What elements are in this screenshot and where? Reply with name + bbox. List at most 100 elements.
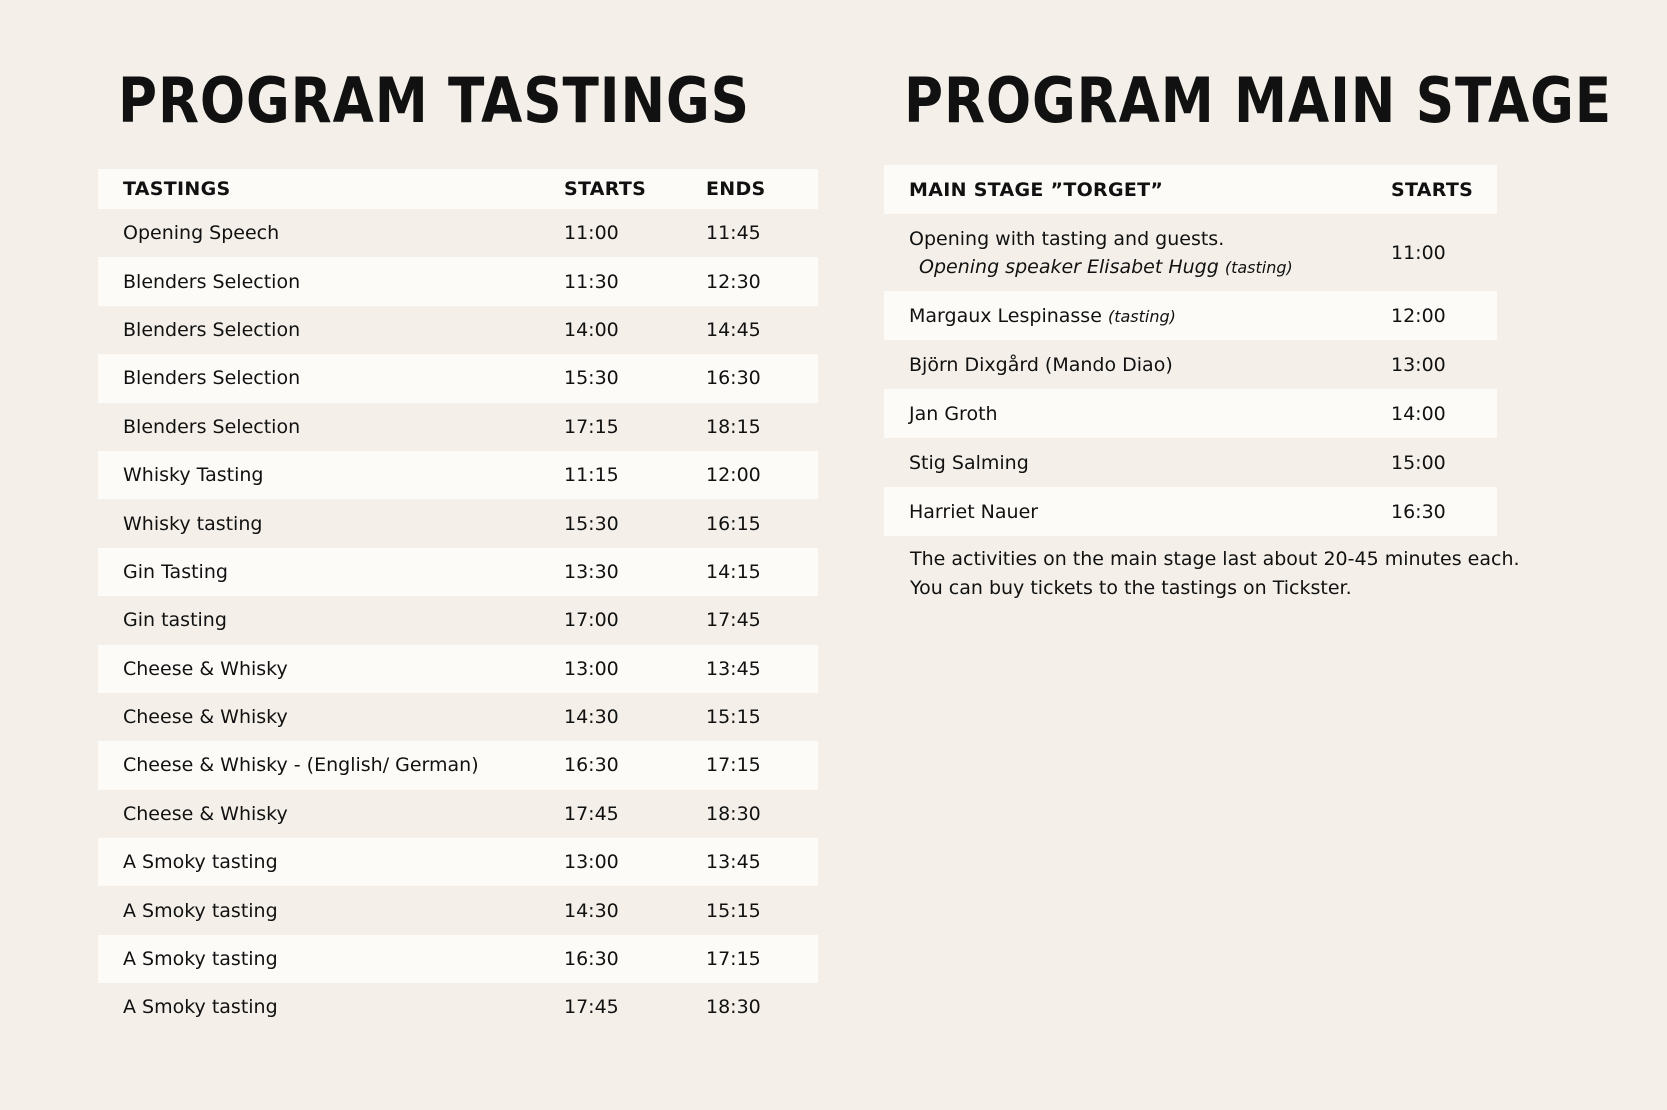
tasting-name: Whisky tasting: [98, 499, 539, 548]
tasting-end: 18:30: [681, 983, 818, 1032]
main-stage-act-name: Harriet Nauer: [884, 487, 1366, 536]
tasting-name: Whisky Tasting: [98, 450, 539, 500]
tasting-end: 15:15: [681, 886, 818, 935]
table-row: Whisky tasting 15:30 16:15: [98, 499, 818, 548]
main-stage-start: 11:00: [1366, 214, 1497, 291]
tasting-start: 17:45: [539, 983, 681, 1032]
tasting-start: 17:15: [539, 402, 681, 451]
main-stage-note-line: You can buy tickets to the tastings on T…: [910, 577, 1352, 599]
table-row: Gin Tasting 13:30 14:15: [98, 547, 818, 597]
main-stage-header-row: MAIN STAGE ”TORGET” STARTS: [884, 165, 1497, 214]
tasting-name: Gin tasting: [98, 596, 539, 645]
table-row: A Smoky tasting 16:30 17:15: [98, 934, 818, 984]
main-stage-act-sub: Opening speaker Elisabet Hugg: [919, 255, 1219, 278]
tasting-name: Cheese & Whisky: [98, 692, 539, 742]
tasting-start: 15:30: [539, 499, 681, 548]
tasting-start: 15:30: [539, 354, 681, 403]
main-stage-act-subline: Opening speaker Elisabet Hugg (tasting): [909, 256, 1366, 278]
tasting-start: 16:30: [539, 934, 681, 984]
main-stage-act: Margaux Lespinasse (tasting): [884, 291, 1366, 340]
tasting-end: 12:30: [681, 257, 818, 306]
tasting-end: 12:00: [681, 450, 818, 500]
table-row: Cheese & Whisky 13:00 13:45: [98, 644, 818, 693]
tastings-header-ends: ENDS: [681, 169, 818, 209]
table-row: A Smoky tasting 14:30 15:15: [98, 886, 818, 935]
tastings-table: TASTINGS STARTS ENDS Opening Speech 11:00…: [98, 169, 818, 1032]
table-row: Blenders Selection 15:30 16:30: [98, 354, 818, 403]
tastings-title: PROGRAM TASTINGS: [118, 64, 750, 137]
table-row: Gin tasting 17:00 17:45: [98, 596, 818, 645]
tasting-name: Blenders Selection: [98, 354, 539, 403]
main-stage-act-name: Jan Groth: [884, 389, 1366, 438]
table-row: Harriet Nauer 16:30: [884, 487, 1497, 536]
main-stage-header-name: MAIN STAGE ”TORGET”: [884, 165, 1366, 214]
tasting-name: Blenders Selection: [98, 305, 539, 355]
tasting-end: 14:15: [681, 547, 818, 597]
tasting-name: A Smoky tasting: [98, 934, 539, 984]
table-row: Blenders Selection 17:15 18:15: [98, 402, 818, 451]
tasting-tag: (tasting): [1107, 306, 1176, 326]
table-row: Cheese & Whisky 17:45 18:30: [98, 789, 818, 839]
tasting-start: 14:30: [539, 886, 681, 935]
table-row: Jan Groth 14:00: [884, 389, 1497, 438]
tasting-end: 13:45: [681, 644, 818, 693]
table-row: Cheese & Whisky 14:30 15:15: [98, 692, 818, 742]
table-row: Whisky Tasting 11:15 12:00: [98, 450, 818, 500]
tasting-end: 17:15: [681, 934, 818, 984]
table-row: Margaux Lespinasse (tasting) 12:00: [884, 291, 1497, 340]
tasting-end: 17:15: [681, 741, 818, 790]
tasting-start: 13:00: [539, 644, 681, 693]
main-stage-act: Opening with tasting and guests. Opening…: [884, 214, 1366, 291]
tasting-start: 11:00: [539, 209, 681, 258]
table-row: Cheese & Whisky - (English/ German) 16:30…: [98, 741, 818, 790]
tasting-start: 17:00: [539, 596, 681, 645]
main-stage-header-starts: STARTS: [1366, 165, 1497, 214]
tasting-name: A Smoky tasting: [98, 838, 539, 887]
table-row: Opening Speech 11:00 11:45: [98, 209, 818, 258]
table-row: Stig Salming 15:00: [884, 438, 1497, 487]
tasting-end: 18:30: [681, 789, 818, 839]
tasting-name: Cheese & Whisky - (English/ German): [98, 741, 539, 790]
tasting-start: 17:45: [539, 789, 681, 839]
tasting-name: Opening Speech: [98, 209, 539, 258]
tasting-name: Blenders Selection: [98, 402, 539, 451]
table-row: Opening with tasting and guests. Opening…: [884, 214, 1497, 291]
tasting-name: Blenders Selection: [98, 257, 539, 306]
main-stage-start: 15:00: [1366, 438, 1497, 487]
table-row: Blenders Selection 14:00 14:45: [98, 305, 818, 355]
tasting-start: 13:30: [539, 547, 681, 597]
tastings-header-name: TASTINGS: [98, 169, 539, 209]
tasting-name: A Smoky tasting: [98, 886, 539, 935]
main-stage-act-name: Björn Dixgård (Mando Diao): [884, 340, 1366, 389]
main-stage-note-line: The activities on the main stage last ab…: [910, 548, 1520, 570]
tasting-start: 14:30: [539, 692, 681, 742]
tasting-end: 14:45: [681, 305, 818, 355]
main-stage-table: MAIN STAGE ”TORGET” STARTS Opening with …: [884, 165, 1497, 536]
tasting-start: 16:30: [539, 741, 681, 790]
main-stage-act-name: Stig Salming: [884, 438, 1366, 487]
main-stage-start: 12:00: [1366, 291, 1497, 340]
table-row: Björn Dixgård (Mando Diao) 13:00: [884, 340, 1497, 389]
tasting-start: 11:30: [539, 257, 681, 306]
table-row: A Smoky tasting 13:00 13:45: [98, 838, 818, 887]
tasting-name: Cheese & Whisky: [98, 789, 539, 839]
main-stage-start: 16:30: [1366, 487, 1497, 536]
tastings-header-starts: STARTS: [539, 169, 681, 209]
tasting-end: 16:30: [681, 354, 818, 403]
main-stage-act-name: Opening with tasting and guests.: [909, 227, 1225, 250]
tasting-end: 13:45: [681, 838, 818, 887]
tasting-end: 18:15: [681, 402, 818, 451]
tasting-end: 17:45: [681, 596, 818, 645]
tasting-name: Cheese & Whisky: [98, 644, 539, 693]
tastings-header-row: TASTINGS STARTS ENDS: [98, 169, 818, 209]
tasting-start: 14:00: [539, 305, 681, 355]
main-stage-start: 13:00: [1366, 340, 1497, 389]
main-stage-act-name: Margaux Lespinasse: [909, 304, 1102, 327]
main-stage-title: PROGRAM MAIN STAGE: [904, 64, 1613, 137]
table-row: A Smoky tasting 17:45 18:30: [98, 983, 818, 1032]
tasting-end: 11:45: [681, 209, 818, 258]
table-row: Blenders Selection 11:30 12:30: [98, 257, 818, 306]
tasting-name: Gin Tasting: [98, 547, 539, 597]
tasting-tag: (tasting): [1224, 257, 1293, 277]
tasting-name: A Smoky tasting: [98, 983, 539, 1032]
